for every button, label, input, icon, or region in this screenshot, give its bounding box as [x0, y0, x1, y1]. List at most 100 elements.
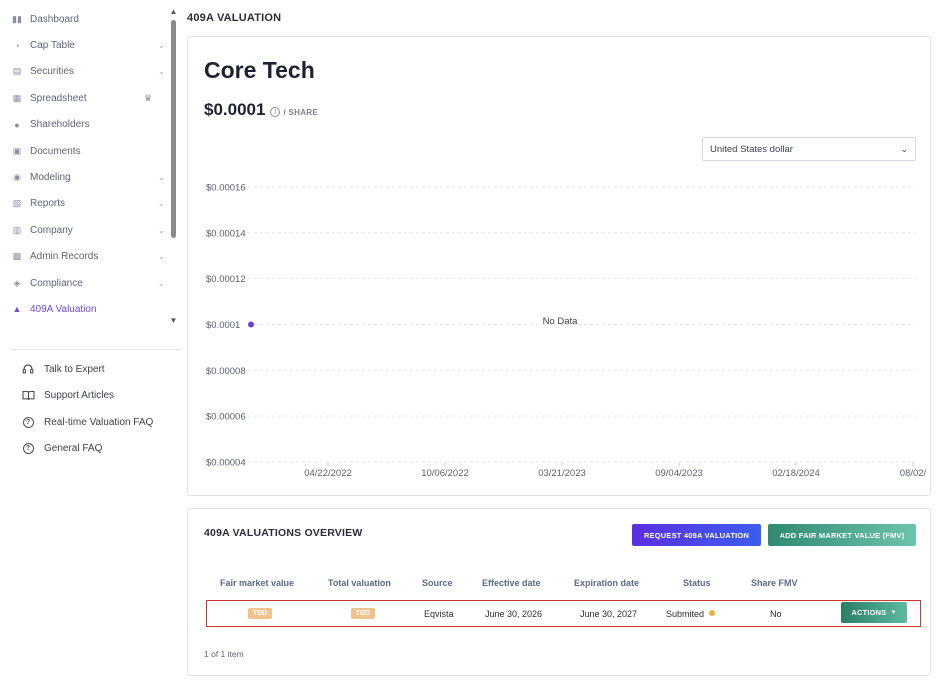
add-fmv-button[interactable]: ADD FAIR MARKET VALUE (FMV): [768, 524, 916, 546]
y-tick-label: $0.00014: [206, 228, 246, 239]
chevron-down-icon: ⌄: [158, 278, 165, 288]
column-header-fair-market-value[interactable]: Fair market value: [220, 578, 295, 588]
question-circle-icon: ?: [21, 442, 35, 456]
help-item-label: Support Articles: [44, 390, 115, 402]
shield-icon: ◈: [13, 277, 21, 288]
sidebar-item-dashboard[interactable]: ▮▮ Dashboard: [0, 6, 170, 32]
sidebar-item-documents[interactable]: ▣ Documents: [0, 138, 170, 164]
headset-icon: [21, 362, 35, 376]
question-circle-icon: ?: [21, 415, 35, 429]
y-tick-label: $0.00004: [206, 458, 246, 469]
source-cell: Eqvista: [424, 609, 454, 619]
x-tick-label: 03/21/2023: [538, 468, 586, 479]
y-tick-label: $0.00008: [206, 366, 246, 377]
currency-select-value: United States dollar: [710, 143, 793, 155]
chevron-down-icon: ⌄: [158, 67, 165, 77]
crown-icon: ♛: [144, 92, 153, 103]
sidebar-item-label: Company: [30, 224, 73, 236]
help-item-label: Talk to Expert: [44, 363, 105, 375]
sidebar-item-label: Spreadsheet: [30, 92, 87, 104]
sidebar-item-label: Shareholders: [30, 119, 90, 131]
share-price-row: $0.0001 i / SHARE: [204, 100, 318, 120]
sidebar-nav: ▮▮ Dashboard ◔ Cap Table ⌄ ▤ Securities …: [0, 6, 170, 323]
sidebar-item-cap-table[interactable]: ◔ Cap Table ⌄: [0, 32, 170, 58]
sidebar-divider: [11, 349, 181, 350]
actions-dropdown-button[interactable]: ACTIONS ▼: [841, 602, 907, 623]
actions-label: ACTIONS: [851, 608, 887, 617]
y-tick-label: $0.0001: [206, 320, 240, 331]
sidebar-item-label: Documents: [30, 145, 81, 157]
help-item-label: General FAQ: [44, 443, 103, 455]
bar-chart-icon: ▲: [12, 304, 22, 315]
support-articles-link[interactable]: Support Articles: [0, 383, 181, 410]
total-valuation-badge: TBD: [351, 608, 375, 619]
pagination-info: 1 of 1 item: [204, 649, 244, 659]
chevron-down-icon: ⌄: [158, 225, 165, 235]
column-header-expiration-date[interactable]: Expiration date: [574, 578, 640, 588]
sidebar-item-shareholders[interactable]: ● Shareholders: [0, 112, 170, 138]
sidebar-item-409a-valuation[interactable]: ▲ 409A Valuation: [0, 296, 170, 322]
overview-title: 409A VALUATIONS OVERVIEW: [204, 527, 363, 539]
sidebar-item-label: 409A Valuation: [30, 303, 97, 315]
column-header-source[interactable]: Source: [422, 578, 453, 588]
user-icon: ●: [14, 119, 20, 130]
sidebar-item-label: Compliance: [30, 277, 83, 289]
folder-icon: ▣: [12, 145, 22, 156]
company-name: Core Tech: [204, 57, 315, 83]
info-icon[interactable]: i: [270, 106, 281, 117]
sidebar-item-compliance[interactable]: ◈ Compliance ⌄: [0, 270, 170, 296]
sidebar-item-label: Admin Records: [30, 251, 99, 263]
effective-date-cell: June 30, 2026: [485, 609, 543, 619]
data-point: [248, 321, 254, 328]
status-cell: Submited: [666, 609, 716, 619]
valuation-chart: $0.00016 $0.00014 $0.00012 $0.0001 $0.00008 $…: [188, 167, 932, 497]
no-data-label: No Data: [543, 316, 579, 327]
request-409a-valuation-button[interactable]: REQUEST 409A VALUATION: [632, 524, 761, 546]
sidebar-item-spreadsheet[interactable]: ▦ Spreadsheet ♛: [0, 85, 170, 111]
share-price: $0.0001: [204, 100, 266, 119]
sidebar-item-securities[interactable]: ▤ Securities ⌄: [0, 59, 170, 85]
report-icon: ▧: [12, 198, 22, 209]
scrollbar-thumb[interactable]: [171, 20, 176, 238]
x-tick-label: 04/22/2022: [304, 468, 352, 479]
y-tick-label: $0.00016: [206, 183, 246, 194]
sidebar-scrollbar[interactable]: ▲ ▼: [169, 8, 178, 326]
y-tick-label: $0.00012: [206, 274, 246, 285]
sidebar-item-label: Reports: [30, 198, 66, 210]
y-tick-label: $0.00006: [206, 412, 246, 423]
fair-market-value-badge: TBD: [248, 608, 272, 619]
sidebar-item-label: Cap Table: [30, 40, 75, 52]
sidebar-item-company[interactable]: ▥ Company ⌄: [0, 217, 170, 243]
table-icon: ▦: [12, 92, 22, 103]
table-row[interactable]: [206, 600, 921, 627]
talk-to-expert-link[interactable]: Talk to Expert: [0, 356, 181, 383]
help-links: Talk to Expert Support Articles ? Real-t…: [0, 356, 181, 462]
currency-select[interactable]: United States dollar ⌄: [702, 137, 916, 161]
sidebar-item-modeling[interactable]: ◉ Modeling ⌄: [0, 164, 170, 190]
valuation-summary-card: Core Tech $0.0001 i / SHARE United State…: [187, 36, 931, 496]
chevron-down-icon: ⌄: [158, 41, 165, 51]
realtime-valuation-faq-link[interactable]: ? Real-time Valuation FAQ: [0, 409, 181, 436]
x-tick-label: 08/02/: [900, 468, 927, 479]
scroll-up-arrow-icon[interactable]: ▲: [169, 7, 178, 16]
sidebar-item-label: Securities: [30, 66, 74, 78]
sidebar-item-admin-records[interactable]: ▩ Admin Records ⌄: [0, 244, 170, 270]
status-pending-dot: [709, 610, 716, 616]
scroll-down-arrow-icon[interactable]: ▼: [169, 316, 178, 325]
chevron-down-icon: ⌄: [900, 143, 908, 154]
column-header-share-fmv[interactable]: Share FMV: [751, 578, 798, 588]
status-text: Submited: [666, 609, 705, 619]
sidebar: ▮▮ Dashboard ◔ Cap Table ⌄ ▤ Securities …: [0, 0, 181, 683]
lightbulb-icon: ◉: [13, 172, 21, 183]
sidebar-item-reports[interactable]: ▧ Reports ⌄: [0, 191, 170, 217]
x-tick-label: 02/18/2024: [772, 468, 820, 479]
column-header-effective-date[interactable]: Effective date: [482, 578, 541, 588]
general-faq-link[interactable]: ? General FAQ: [0, 436, 181, 463]
chevron-down-icon: ⌄: [158, 252, 165, 262]
valuation-chart-svg: $0.00016 $0.00014 $0.00012 $0.0001 $0.00008 $…: [206, 183, 927, 480]
column-header-total-valuation[interactable]: Total valuation: [328, 578, 391, 588]
column-header-status[interactable]: Status: [683, 578, 711, 588]
x-tick-label: 09/04/2023: [655, 468, 703, 479]
chevron-down-icon: ⌄: [158, 173, 165, 183]
building-icon: ▥: [12, 224, 22, 235]
